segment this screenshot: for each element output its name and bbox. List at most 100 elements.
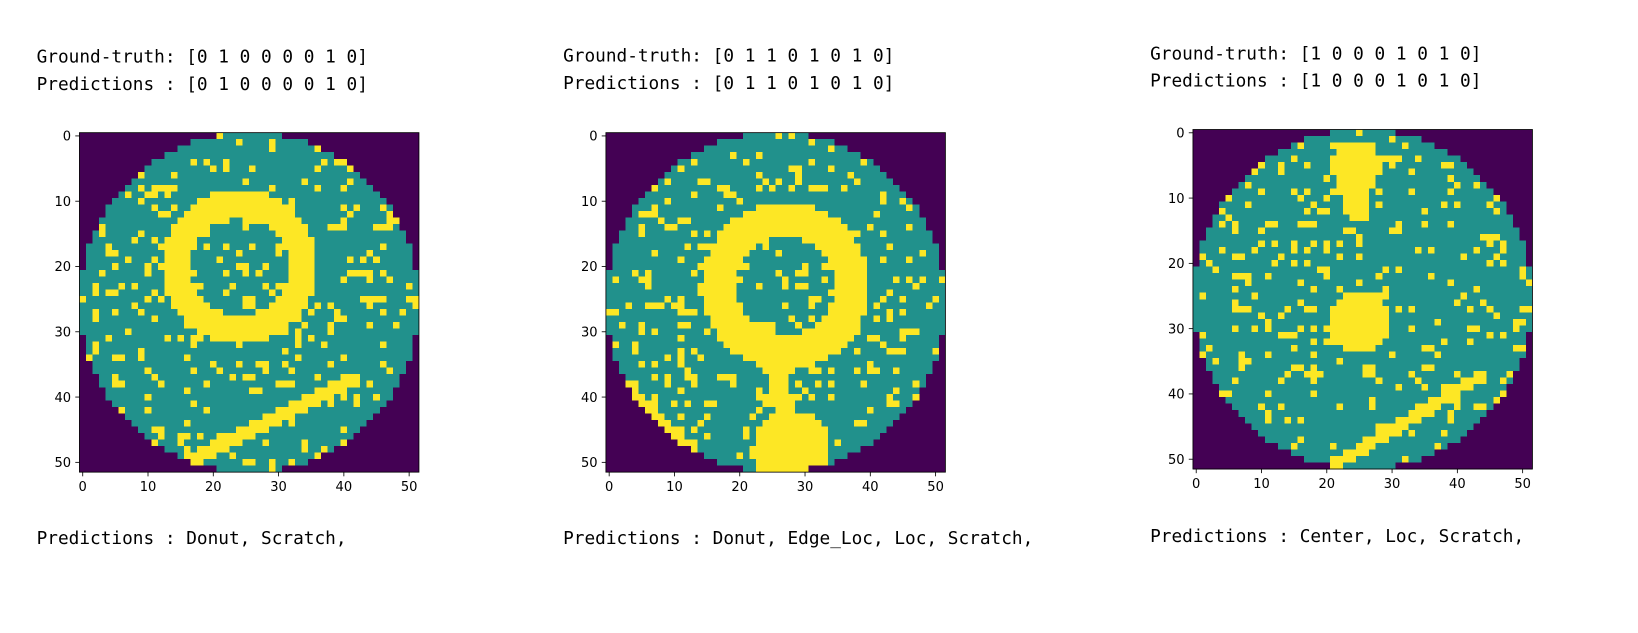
wafer-cell <box>360 132 368 140</box>
wafer-cell <box>853 250 861 258</box>
wafer-cell <box>795 152 803 160</box>
wafer-cell <box>249 204 257 212</box>
wafer-cell <box>612 132 620 140</box>
wafer-cell <box>144 432 152 440</box>
wafer-cell <box>373 191 381 199</box>
wafer-cell <box>677 406 685 414</box>
wafer-cell <box>625 224 633 231</box>
wafer-cell <box>255 328 263 336</box>
wafer-cell <box>834 152 842 160</box>
wafer-cell <box>268 263 276 271</box>
wafer-cell <box>782 348 790 355</box>
wafer-cell <box>893 348 901 355</box>
wafer-cell <box>386 465 394 473</box>
wafer-cell <box>242 145 250 153</box>
wafer-cell <box>157 413 165 421</box>
ground-truth: Ground-truth: [0 1 0 0 0 0 1 0] <box>37 48 368 68</box>
wafer-cell <box>919 282 927 290</box>
wafer-cell <box>196 400 204 408</box>
wafer-cell <box>919 158 927 166</box>
wafer-cell <box>801 393 809 401</box>
wafer-cell <box>677 230 685 238</box>
wafer-cell <box>92 374 100 382</box>
wafer-cell <box>210 250 217 258</box>
wafer-cell <box>249 452 257 460</box>
wafer-cell <box>605 282 613 290</box>
wafer-cell <box>196 132 204 140</box>
wafer-cell <box>301 426 309 434</box>
wafer-cell <box>242 446 250 453</box>
wafer-cell <box>651 321 659 329</box>
wafer-cell <box>618 230 626 238</box>
wafer-cell <box>112 354 119 362</box>
wafer-cell <box>853 400 861 408</box>
wafer-cell <box>307 250 315 258</box>
wafer-cell <box>157 191 165 199</box>
wafer-cell <box>262 465 270 473</box>
wafer-cell <box>906 204 914 212</box>
wafer-cell <box>353 302 361 310</box>
wafer-cell <box>105 387 113 395</box>
wafer-cell <box>366 419 374 427</box>
wafer-cell <box>782 178 790 186</box>
wafer-cell <box>151 158 159 166</box>
wafer-cell <box>847 204 855 212</box>
wafer-cell <box>762 321 770 329</box>
wafer-cell <box>164 328 172 336</box>
wafer-cell <box>386 426 394 434</box>
wafer-cell <box>373 400 381 408</box>
wafer-cell <box>79 204 87 212</box>
wafer-cell <box>242 256 250 264</box>
wafer-cell <box>183 321 191 329</box>
wafer-cell <box>151 446 159 453</box>
wafer-cell <box>645 250 652 258</box>
wafer-cell <box>229 230 237 238</box>
wafer-cell <box>769 341 776 349</box>
wafer-cell <box>651 158 659 166</box>
wafer-cell <box>703 282 711 290</box>
wafer-cell <box>353 380 361 388</box>
wafer-cell <box>216 132 224 140</box>
wafer-cell <box>131 237 139 244</box>
wafer-cell <box>736 354 744 362</box>
wafer-cell <box>906 387 914 395</box>
wafer-cell <box>151 419 159 427</box>
wafer-cell <box>294 432 302 440</box>
wafer-cell <box>281 289 289 297</box>
wafer-cell <box>386 335 394 342</box>
wafer-cell <box>412 237 420 244</box>
wafer-cell <box>723 165 731 173</box>
wafer-cell <box>932 295 940 303</box>
wafer-cell <box>645 276 652 284</box>
wafer-cell <box>840 400 848 408</box>
wafer-cell <box>729 302 737 310</box>
wafer-cell <box>671 145 679 153</box>
wafer-cell <box>919 315 927 323</box>
wafer-cell <box>919 191 927 199</box>
wafer-cell <box>405 321 413 329</box>
wafer-cell <box>671 171 679 179</box>
wafer-cell <box>716 406 724 414</box>
wafer-cell <box>795 217 803 225</box>
wafer-cell <box>321 237 328 244</box>
wafer-cell <box>638 191 646 199</box>
wafer-cell <box>723 374 731 382</box>
wafer-cell <box>795 315 803 323</box>
wafer-cell <box>327 465 335 473</box>
wafer-cell <box>651 302 659 310</box>
wafer-cell <box>743 282 750 290</box>
wafer-cell <box>743 178 750 186</box>
wafer-cell <box>795 132 803 140</box>
wafer-cell <box>405 165 413 173</box>
wafer-cell <box>723 171 731 179</box>
wafer-cell <box>808 184 816 192</box>
wafer-cell <box>242 217 250 225</box>
wafer-cell <box>105 139 113 147</box>
wafer-cell <box>632 197 639 205</box>
wafer-cell <box>893 165 901 173</box>
wafer-cell <box>840 256 848 264</box>
wafer-cell <box>853 224 861 231</box>
wafer-cell <box>99 393 106 401</box>
wafer-cell <box>301 465 309 473</box>
wafer-cell <box>632 302 639 310</box>
